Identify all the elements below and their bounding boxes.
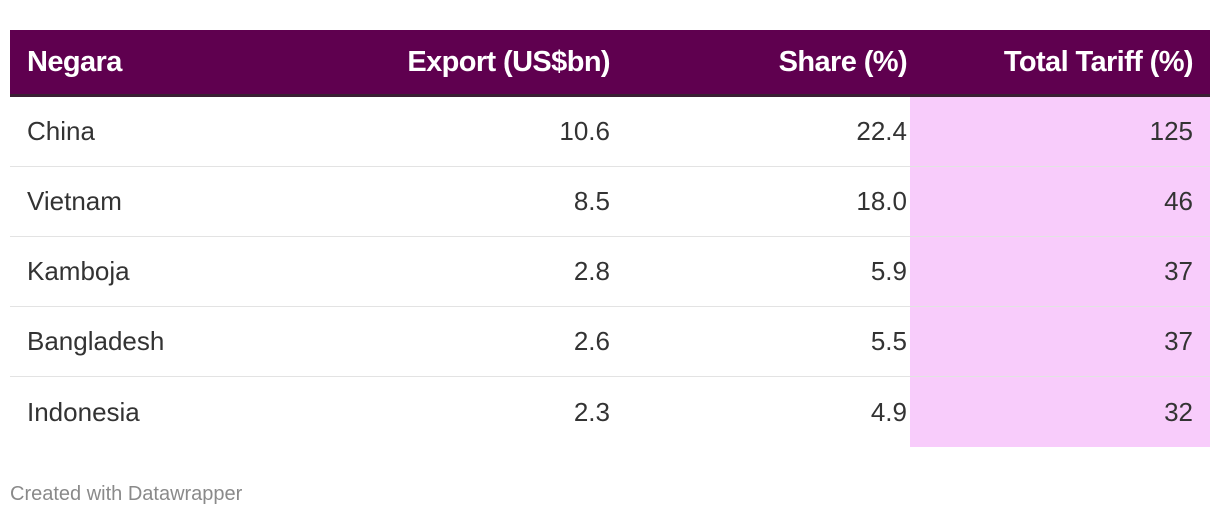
- cell-export: 8.5: [573, 186, 610, 216]
- table-row: Vietnam 8.5 18.0 46: [10, 167, 1210, 237]
- cell-share: 22.4: [856, 116, 907, 146]
- table-header: Negara Export (US$bn) Share (%) Total Ta…: [10, 30, 1210, 97]
- column-header-country: Negara: [27, 45, 122, 78]
- table-row: Indonesia 2.3 4.9 32: [10, 377, 1210, 447]
- column-header-total-tariff: Total Tariff (%): [1003, 45, 1194, 78]
- column-header-share: Share (%): [778, 45, 908, 78]
- cell-share: 18.0: [856, 186, 907, 216]
- table-row: Kamboja 2.8 5.9 37: [10, 237, 1210, 307]
- cell-total-tariff: 125: [910, 97, 1210, 166]
- cell-share: 5.5: [870, 326, 907, 356]
- cell-country: Bangladesh: [27, 326, 165, 356]
- cell-export: 2.8: [573, 256, 610, 286]
- data-table: Negara Export (US$bn) Share (%) Total Ta…: [10, 30, 1210, 447]
- table-row: China 10.6 22.4 125: [10, 97, 1210, 167]
- cell-share: 5.9: [870, 256, 907, 286]
- cell-total-tariff: 32: [910, 377, 1210, 447]
- cell-total-tariff: 46: [910, 167, 1210, 236]
- table-row: Bangladesh 2.6 5.5 37: [10, 307, 1210, 377]
- cell-country: China: [27, 116, 95, 146]
- cell-export: 2.3: [573, 396, 610, 427]
- cell-export: 10.6: [559, 116, 610, 146]
- cell-export: 2.6: [573, 326, 610, 356]
- cell-total-tariff: 37: [910, 237, 1210, 306]
- cell-total-tariff: 37: [910, 307, 1210, 376]
- column-header-export: Export (US$bn): [407, 45, 610, 78]
- datawrapper-credit: Created with Datawrapper: [10, 483, 243, 505]
- cell-share: 4.9: [870, 396, 907, 427]
- cell-country: Vietnam: [27, 186, 122, 216]
- cell-country: Kamboja: [27, 256, 130, 286]
- cell-country: Indonesia: [27, 396, 140, 427]
